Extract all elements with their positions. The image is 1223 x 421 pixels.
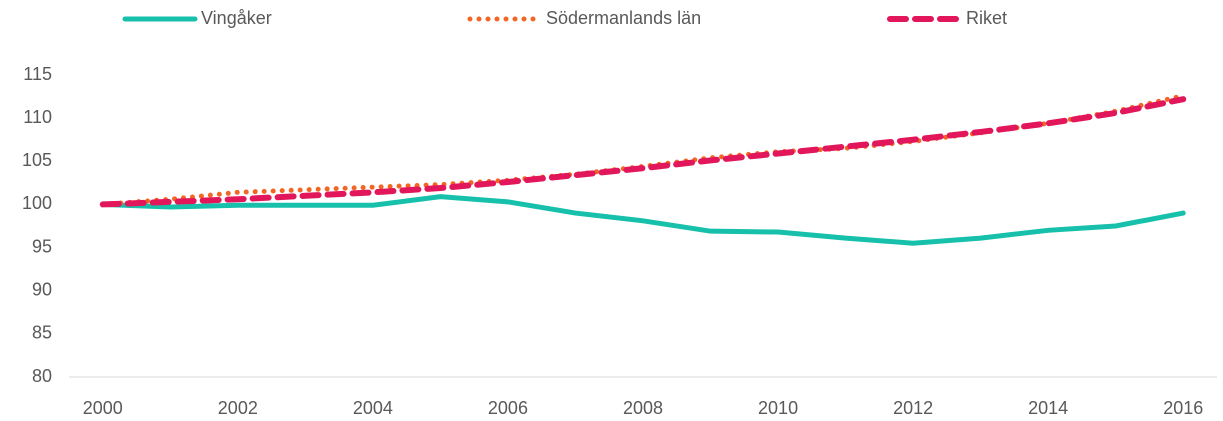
series-line — [99, 96, 1187, 208]
x-tick-label: 2008 — [623, 398, 663, 418]
legend-label: Riket — [966, 8, 1007, 28]
x-tick-label: 2010 — [758, 398, 798, 418]
x-tick-label: 2012 — [893, 398, 933, 418]
y-tick-label: 110 — [23, 107, 52, 127]
y-tick-label: 80 — [32, 366, 52, 386]
x-tick-label: 2000 — [83, 398, 123, 418]
series-line — [100, 194, 1186, 246]
y-tick-label: 105 — [22, 150, 52, 170]
y-tick-label: 95 — [32, 236, 52, 256]
legend-label: Södermanlands län — [546, 8, 701, 28]
legend-label: Vingåker — [201, 8, 272, 28]
series-line — [100, 93, 1186, 207]
y-tick-label: 85 — [32, 323, 52, 343]
x-tick-label: 2002 — [218, 398, 258, 418]
x-tick-label: 2016 — [1163, 398, 1203, 418]
x-tick-label: 2004 — [353, 398, 393, 418]
y-tick-label: 115 — [23, 64, 52, 84]
y-tick-label: 100 — [22, 193, 52, 213]
y-tick-label: 90 — [32, 279, 52, 299]
x-tick-label: 2014 — [1028, 398, 1068, 418]
x-tick-label: 2006 — [488, 398, 528, 418]
